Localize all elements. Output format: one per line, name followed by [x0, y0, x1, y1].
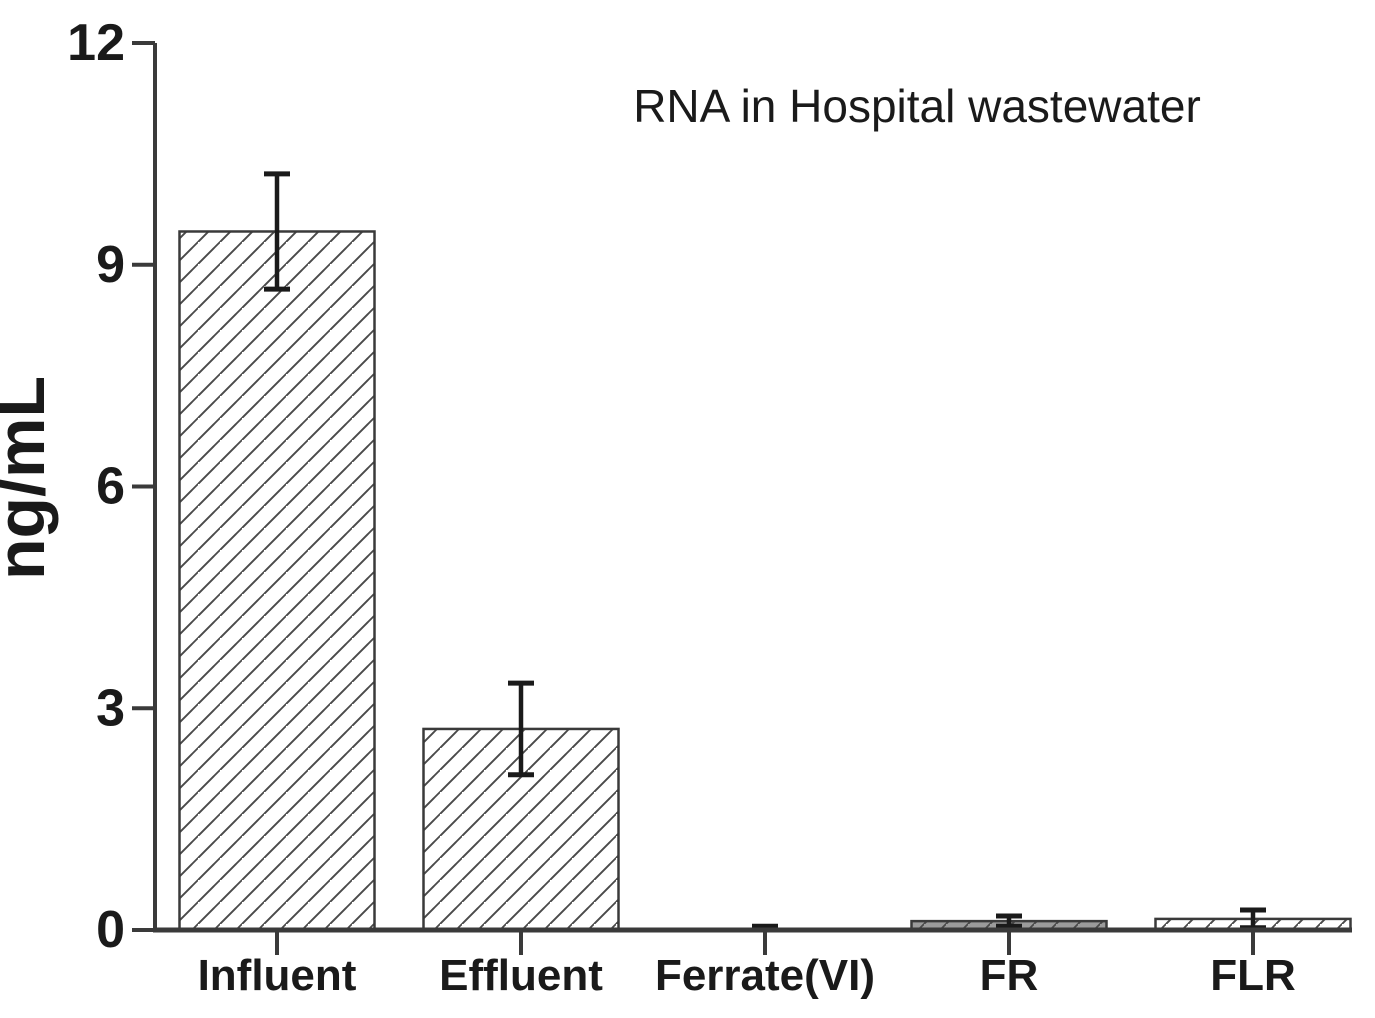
error-bar-fr [996, 913, 1022, 929]
chart-title: RNA in Hospital wastewater [633, 80, 1201, 132]
y-tick-label-0: 0 [96, 901, 125, 959]
x-axis-label-influent: Influent [198, 951, 357, 1000]
y-tick-label-9: 9 [96, 236, 125, 294]
x-axis-label-effluent: Effluent [439, 951, 603, 1000]
x-axis-label-ferrate-vi-: Ferrate(VI) [655, 951, 875, 1000]
y-tick-label-3: 3 [96, 679, 125, 737]
y-tick-label-12: 12 [67, 14, 125, 72]
x-axis-label-flr: FLR [1210, 951, 1296, 1000]
y-axis-title: ng/mL [0, 376, 59, 580]
y-tick-label-6: 6 [96, 458, 125, 516]
x-axis-label-fr: FR [980, 951, 1039, 1000]
bar-influent [178, 230, 376, 932]
error-bar-influent [264, 171, 290, 292]
error-bar-effluent [508, 680, 534, 778]
